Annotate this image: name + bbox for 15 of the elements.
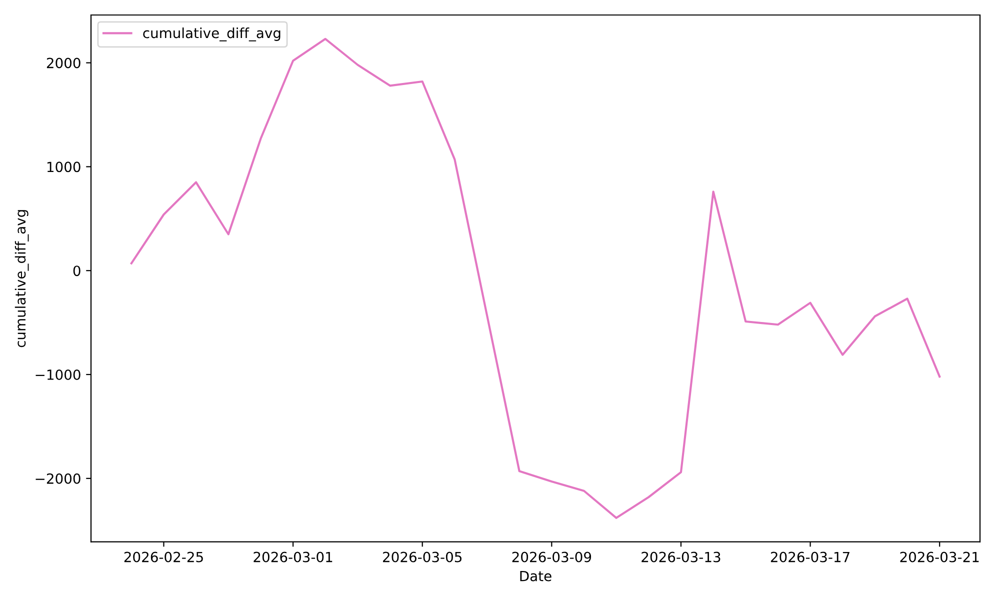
x-tick-label: 2026-02-25 [124,552,203,562]
x-axis-title: Date [520,570,552,582]
x-tick-label: 2026-03-01 [254,552,332,562]
y-tick-label: 0 [73,266,80,276]
legend-label: cumulative_diff_avg [143,28,280,42]
y-tick-label: 1000 [47,162,80,172]
x-tick-label: 2026-03-05 [383,552,462,562]
x-tick-label: 2026-03-09 [512,552,592,562]
y-axis-title: cumulative_diff_avg [14,210,29,348]
y-tick-label: −2000 [36,473,80,484]
y-tick-label: −1000 [36,369,80,380]
x-tick-label: 2026-03-21 [900,552,979,562]
x-tick-label: 2026-03-13 [642,552,720,562]
y-tick-label: 2000 [46,58,80,68]
x-tick-label: 2026-03-17 [770,552,850,562]
